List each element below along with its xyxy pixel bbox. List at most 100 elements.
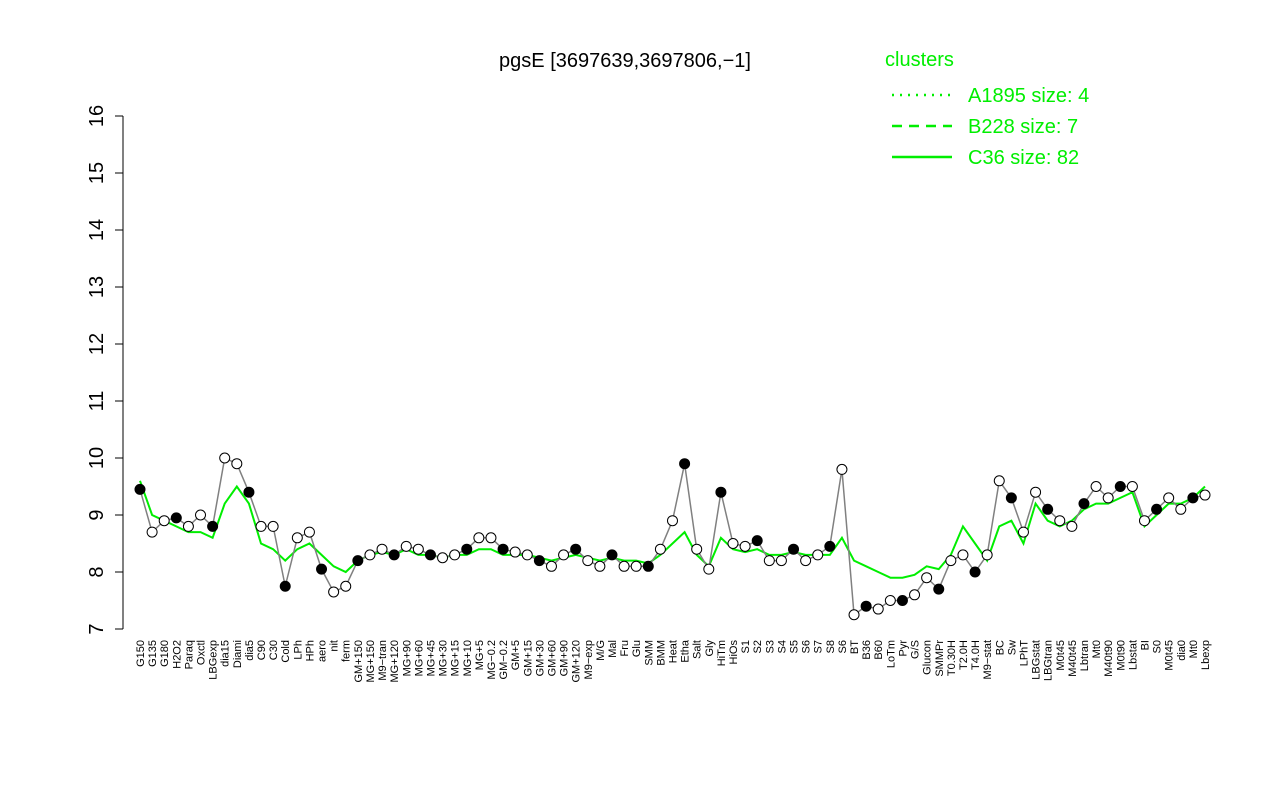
data-point	[945, 555, 957, 567]
data-point	[352, 555, 364, 567]
x-tick-label: S1	[740, 640, 752, 653]
x-tick-label: BC	[994, 640, 1006, 655]
x-tick-label: GM+60	[546, 640, 558, 676]
x-tick-label: Lbexp	[1200, 640, 1212, 670]
data-point	[570, 543, 582, 555]
data-point	[582, 555, 594, 567]
x-tick-label: GM+120	[571, 640, 583, 683]
x-tick-label: M40t90	[1103, 640, 1115, 677]
data-point	[340, 580, 352, 592]
x-tick-label: Mt0	[1188, 640, 1200, 658]
x-tick-label: S4	[776, 640, 788, 653]
x-tick-label: Etha	[680, 639, 692, 663]
x-tick-label: G135	[147, 640, 159, 667]
x-tick-label: LoTm	[885, 640, 897, 668]
data-point	[933, 583, 945, 595]
data-point	[497, 543, 509, 555]
x-tick-label: T2.0H	[958, 640, 970, 670]
data-point	[303, 526, 315, 538]
x-tick-label: B36	[861, 640, 873, 660]
x-tick-label: Salt	[692, 640, 704, 659]
x-tick-label: HiTm	[716, 640, 728, 666]
data-point	[788, 543, 800, 555]
x-tick-label: T0.30H	[946, 640, 958, 676]
x-tick-label: ferm	[341, 640, 353, 662]
data-point	[1054, 515, 1066, 527]
data-point	[896, 595, 908, 606]
x-tick-label: GM+90	[559, 640, 571, 676]
x-tick-label: MG+5	[474, 640, 486, 670]
x-tick-label: Heat	[668, 640, 680, 663]
x-tick-label: M40t45	[1067, 640, 1079, 677]
x-tick-label: Glucon	[922, 640, 934, 675]
x-tick-label: MG+60	[413, 640, 425, 676]
y-tick-label: 13	[86, 276, 108, 298]
data-point	[473, 532, 485, 544]
x-tick-label: nit	[329, 640, 341, 652]
data-point	[909, 589, 921, 601]
data-point	[860, 600, 872, 612]
x-tick-label: S2	[752, 640, 764, 653]
x-tick-label: HPh	[304, 640, 316, 661]
x-tick-label: GM−0.2	[498, 640, 510, 679]
data-point	[1017, 526, 1029, 538]
data-point	[618, 560, 630, 572]
x-tick-label: SMMPr	[934, 640, 946, 677]
x-tick-label: LBGexp	[208, 640, 220, 680]
x-tick-label: M0t45	[1055, 640, 1067, 671]
x-tick-label: M9−tran	[377, 640, 389, 681]
y-tick-label: 7	[86, 623, 108, 634]
data-point	[1138, 515, 1150, 527]
legend-title: clusters	[885, 49, 954, 71]
x-tick-label: Mal	[607, 640, 619, 658]
legend-label: C36 size: 82	[968, 147, 1079, 169]
data-point	[848, 609, 860, 621]
data-point	[231, 458, 243, 470]
x-tick-label: MG+120	[389, 640, 401, 683]
data-point	[606, 549, 618, 561]
data-point	[437, 552, 449, 564]
x-tick-label: M0t45	[1164, 640, 1176, 671]
data-point	[800, 555, 812, 567]
data-point	[1151, 503, 1163, 515]
cluster-line	[139, 480, 1206, 579]
x-tick-label: Lbtran	[1079, 640, 1091, 671]
data-point	[134, 483, 146, 495]
x-tick-label: S6	[801, 640, 813, 653]
data-point	[1199, 489, 1211, 501]
data-point	[775, 555, 787, 567]
x-tick-label: H2O2	[171, 640, 183, 669]
x-tick-label: S3	[764, 640, 776, 653]
x-tick-label: Paraq	[183, 640, 195, 669]
data-point	[751, 535, 763, 547]
x-tick-label: Sw	[1006, 640, 1018, 655]
legend-label: A1895 size: 4	[968, 85, 1089, 107]
x-tick-label: MG+45	[425, 640, 437, 676]
data-point	[691, 543, 703, 555]
data-point	[461, 543, 473, 555]
x-tick-label: BMM	[655, 640, 667, 666]
data-point	[1114, 481, 1126, 492]
data-point	[703, 563, 715, 575]
x-tick-label: MG+15	[450, 640, 462, 676]
data-point	[642, 560, 654, 572]
x-tick-label: Glu	[631, 640, 643, 657]
x-tick-label: M/G	[595, 640, 607, 661]
x-tick-label: G150	[135, 640, 147, 667]
data-point	[993, 475, 1005, 487]
x-tick-label: SMM	[643, 640, 655, 666]
x-tick-label: M0t90	[1115, 640, 1127, 671]
x-tick-label: Cold	[280, 640, 292, 663]
chart-title: pgsE [3697639,3697806,−1]	[499, 50, 751, 72]
data-point	[981, 549, 993, 561]
data-point	[594, 560, 606, 572]
data-point	[1078, 498, 1090, 510]
data-point	[558, 549, 570, 561]
x-tick-label: S0	[1152, 640, 1164, 653]
x-tick-label: LBGstat	[1031, 640, 1043, 680]
data-point	[424, 549, 436, 561]
data-point	[170, 512, 182, 524]
x-tick-label: HiOs	[728, 640, 740, 665]
data-point	[1066, 520, 1078, 532]
